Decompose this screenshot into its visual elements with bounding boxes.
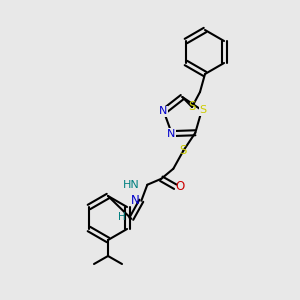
Text: S: S bbox=[188, 100, 196, 113]
Text: O: O bbox=[176, 180, 185, 193]
Text: H: H bbox=[118, 212, 125, 222]
Text: S: S bbox=[199, 105, 206, 115]
Text: N: N bbox=[159, 106, 167, 116]
Text: S: S bbox=[180, 144, 187, 157]
Text: HN: HN bbox=[123, 180, 139, 190]
Text: N: N bbox=[131, 194, 140, 207]
Text: N: N bbox=[167, 129, 175, 139]
